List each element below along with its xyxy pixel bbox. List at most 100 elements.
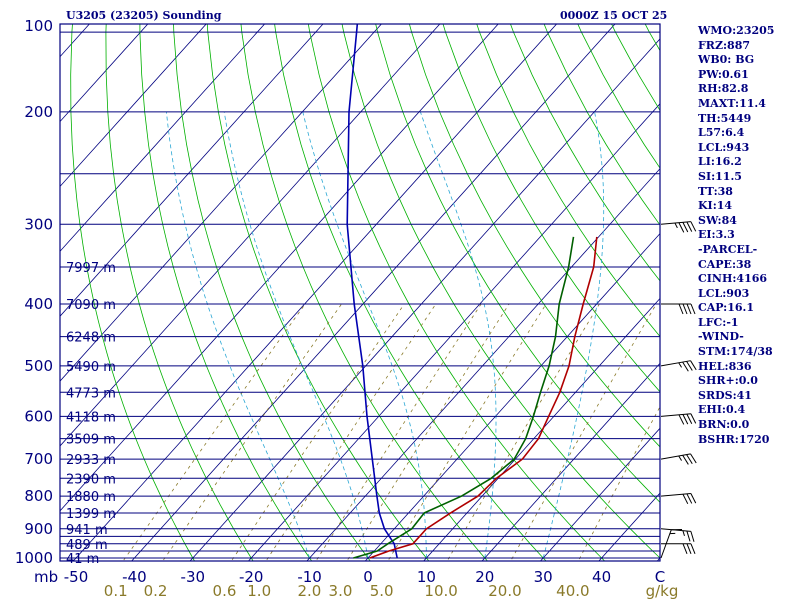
wind-barb-flag: [686, 361, 693, 371]
temperature-tick-label: 10: [417, 568, 436, 586]
dry-adiabat-line: [240, 24, 488, 561]
mixing-ratio-label: 0.2: [144, 582, 168, 600]
mixing-ratio-label: 0.6: [213, 582, 237, 600]
pressure-tick-label: 300: [24, 215, 53, 233]
profiles: [346, 24, 598, 559]
wind-barb-flag: [690, 221, 697, 232]
wind-barb-half: [678, 362, 682, 368]
temperature-tick-label: 30: [534, 568, 553, 586]
wind-barb-flag: [690, 413, 697, 424]
height-label: 4773 m: [66, 386, 116, 401]
wind-barb: [660, 528, 695, 542]
index-line: BRN:0.0: [698, 418, 750, 432]
height-label: 4118 m: [66, 410, 116, 425]
index-line: SHR+:0.0: [698, 374, 758, 388]
station-title: U3205 (23205) Sounding: [66, 9, 222, 22]
temperature-tick-label: -30: [181, 568, 206, 586]
pressure-tick-label: 700: [24, 450, 53, 468]
background-lines: [0, 0, 660, 572]
isotherm-line: [0, 0, 8, 572]
dry-adiabat-line: [307, 24, 606, 561]
wind-barb-half: [669, 532, 676, 535]
wind-barb: [661, 303, 696, 315]
mixing-ratio-line: [315, 303, 482, 561]
dry-adiabat-line: [341, 24, 660, 559]
dry-adiabat-line: [510, 24, 660, 282]
wind-barb-flag: [686, 543, 692, 554]
mixing-ratio-line: [387, 303, 547, 561]
wind-barb-flag: [678, 222, 685, 233]
index-line: TH:5449: [698, 111, 752, 125]
isotherm-line: [60, 24, 324, 317]
wind-barb-flag: [682, 414, 689, 425]
wind-barbs: [660, 221, 697, 559]
pressure-tick-label: 400: [24, 295, 53, 313]
mixing-ratio-label: 1.0: [247, 582, 271, 600]
mixing-ratio-line: [265, 303, 437, 561]
mixing-ratio-line: [510, 303, 657, 561]
wind-barb-flag: [682, 222, 689, 233]
wind-barb-flag: [682, 455, 689, 465]
wind-barb-flag: [690, 531, 695, 542]
pressure-tick-label: 800: [24, 487, 53, 505]
wind-barb-staff: [660, 528, 691, 532]
isotherm-line: [60, 24, 441, 447]
height-label: 3509 m: [66, 433, 116, 448]
height-label: 1399 m: [66, 507, 116, 522]
index-line: TT:38: [698, 184, 733, 198]
mixing-ratio-line: [230, 303, 405, 561]
mixing-ratio-line: [446, 303, 600, 561]
moist-adiabat-line: [420, 111, 497, 559]
dry-adiabat-line: [173, 24, 371, 561]
isotherm-line: [539, 427, 660, 561]
isotherm-line: [0, 0, 66, 572]
wind-barb-staff: [660, 360, 691, 367]
mixing-ratio-label: g/kg: [646, 582, 679, 600]
wind-barb-flag: [682, 361, 689, 372]
isotherm-line: [60, 24, 90, 58]
index-line: HEL:836: [698, 359, 752, 373]
moist-adiabat-line: [166, 111, 310, 559]
wind-barb-flag: [686, 493, 693, 504]
temperature-tick-label: -20: [239, 568, 264, 586]
index-line: EHI:0.4: [698, 403, 746, 417]
pressure-tick-label: 200: [24, 103, 53, 121]
mixing-ratio-label: 40.0: [556, 582, 589, 600]
isotherm-line: [481, 362, 660, 561]
height-label: 2933 m: [66, 453, 116, 468]
wind-barb-flag: [690, 453, 697, 464]
index-line: WB0: BG: [698, 53, 755, 67]
height-label: 7090 m: [66, 298, 116, 313]
height-label: 1880 m: [66, 490, 116, 505]
wind-barb-flag: [690, 303, 696, 315]
dry-adiabat-line: [375, 24, 660, 503]
index-line: -PARCEL-: [698, 242, 758, 256]
plot-frame: [59, 23, 661, 562]
isotherm-line: [247, 103, 660, 561]
isotherm-line: [72, 24, 558, 561]
dry-adiabat-line: [543, 24, 660, 226]
index-line: SRDS:41: [698, 388, 752, 402]
index-panel: WMO:23205 FRZ:887 WB0: BG PW:0.61 RH:82.8 MAX…: [698, 24, 800, 447]
mixing-ratio-line: [162, 303, 342, 561]
isotherm-line: [60, 24, 207, 188]
pressure-tick-label: 900: [24, 520, 53, 538]
dry-adiabat-line: [70, 24, 195, 561]
index-line: LCL:903: [698, 286, 750, 300]
dry-adiabat-line: [408, 24, 660, 448]
index-line: SI:11.5: [698, 169, 742, 183]
dry-adiabat-line: [105, 24, 254, 561]
mixing-ratio-label: 20.0: [488, 582, 521, 600]
dry-adiabat-line: [476, 24, 660, 338]
wind-barb-flag: [690, 493, 697, 504]
dewpoint-trace: [353, 236, 575, 559]
temperature-tick-label: -40: [122, 568, 147, 586]
moist-adiabat-line: [302, 111, 427, 558]
wind-barb-flag: [686, 454, 693, 465]
wind-barb-flag: [678, 414, 685, 425]
wind-barb-flag: [678, 303, 684, 315]
wind-barb-flag: [690, 360, 697, 371]
index-line: MAXT:11.4: [698, 96, 766, 110]
height-label: 941 m: [66, 523, 108, 538]
